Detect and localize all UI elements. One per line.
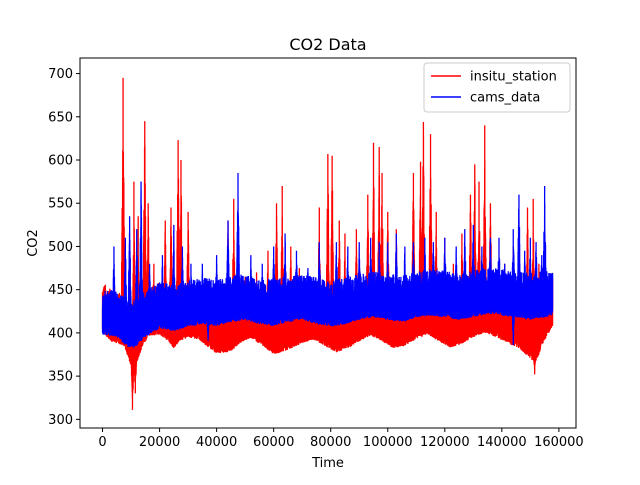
x-tick-label: 120000	[420, 435, 470, 450]
y-tick-label: 450	[48, 283, 73, 298]
y-tick-label: 650	[48, 110, 73, 125]
x-axis-label: Time	[311, 456, 344, 471]
x-tick-label: 80000	[310, 435, 351, 450]
y-tick-label: 400	[48, 326, 73, 341]
y-tick-label: 550	[48, 197, 73, 212]
x-tick-label: 60000	[253, 435, 294, 450]
y-axis-label: CO2	[26, 229, 41, 257]
axes-border	[79, 57, 577, 429]
x-axis: 0 20000 40000 60000 80000 100000 120000 140000 1…	[98, 428, 584, 450]
x-tick-label: 140000	[477, 435, 527, 450]
plot-area	[101, 77, 554, 410]
series-line-cams-data	[101, 172, 554, 348]
axes-frame	[79, 57, 577, 429]
legend: insitu_station cams_data	[423, 62, 571, 113]
legend-label-cams-data: cams_data	[470, 91, 540, 106]
y-tick-label: 300	[48, 413, 73, 428]
x-tick-label: 20000	[139, 435, 180, 450]
x-tick-label: 100000	[363, 435, 413, 450]
y-tick-label: 350	[48, 370, 73, 385]
y-tick-label: 700	[48, 67, 73, 82]
y-axis: 300 350 400 450 500 550 600 650 700	[48, 67, 80, 428]
y-tick-label: 500	[48, 240, 73, 255]
x-tick-label: 160000	[534, 435, 584, 450]
legend-label-insitu-station: insitu_station	[470, 70, 557, 85]
y-tick-label: 600	[48, 154, 73, 169]
x-tick-label: 0	[98, 435, 106, 450]
chart-title: CO2 Data	[289, 35, 366, 54]
x-tick-label: 40000	[196, 435, 237, 450]
